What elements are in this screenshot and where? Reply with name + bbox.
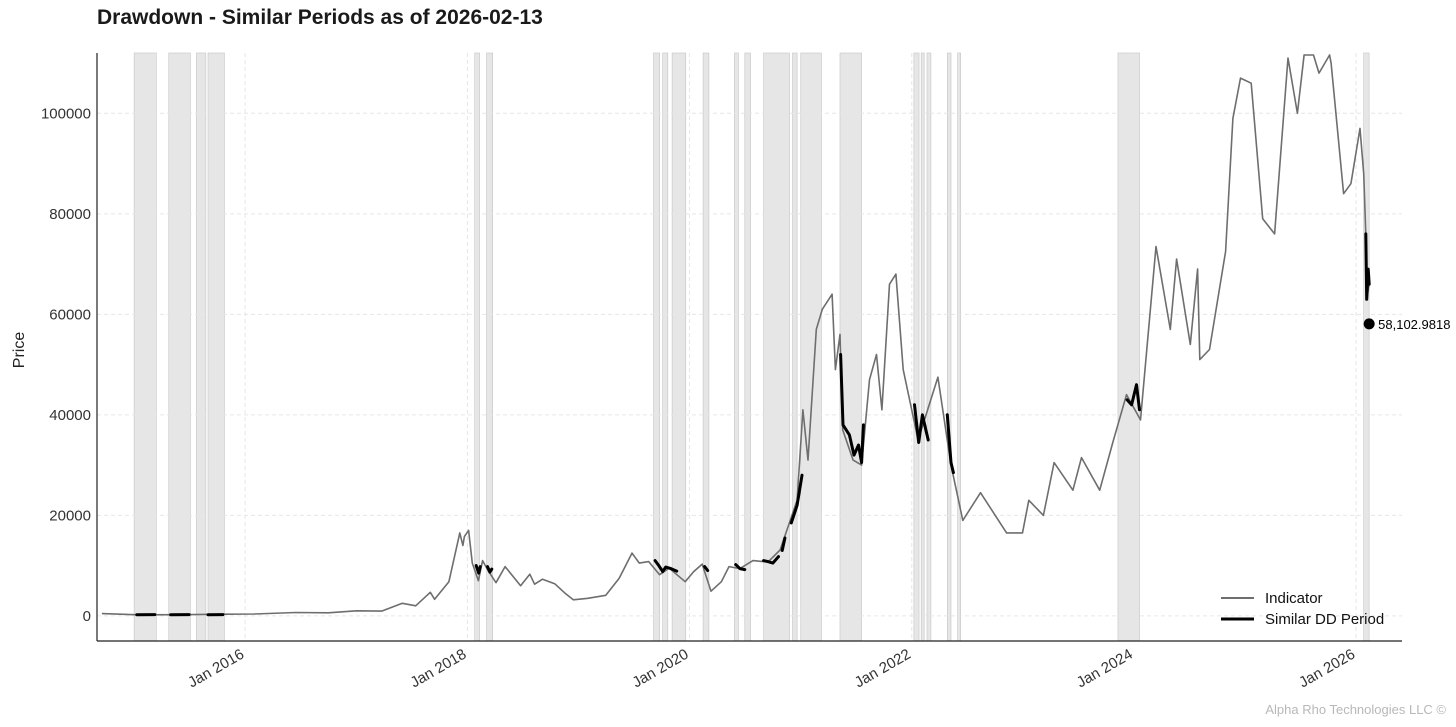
shaded-period xyxy=(1363,52,1370,642)
similar-dd-segment xyxy=(780,536,787,552)
y-axis-label: Price xyxy=(11,332,28,369)
similar-dd-segment xyxy=(703,565,710,573)
x-tick-label: Jan 2024 xyxy=(1074,646,1136,692)
similar-dd-series xyxy=(135,232,1371,617)
y-tick-label: 0 xyxy=(83,608,91,625)
shaded-period xyxy=(486,52,493,642)
shaded-period xyxy=(926,52,932,642)
shaded-period xyxy=(1117,52,1140,642)
credit-text: Alpha Rho Technologies LLC © xyxy=(1265,702,1446,717)
y-ticks: 0 20000 40000 60000 80000 100000 xyxy=(41,105,91,625)
shaded-periods xyxy=(133,52,1370,642)
shaded-period xyxy=(207,52,225,642)
similar-dd-segment xyxy=(1125,383,1141,412)
similar-dd-segment xyxy=(653,559,679,574)
grid xyxy=(97,53,1402,641)
chart-title: Drawdown - Similar Periods as of 2026-02… xyxy=(97,6,543,29)
y-tick-label: 100000 xyxy=(41,105,91,122)
x-tick-label: Jan 2022 xyxy=(852,646,914,692)
similar-dd-segment xyxy=(789,473,804,525)
x-tick-label: Jan 2018 xyxy=(407,646,469,692)
y-tick-label: 40000 xyxy=(49,407,91,424)
shaded-period xyxy=(792,52,798,642)
x-tick-label: Jan 2020 xyxy=(629,646,691,692)
legend-similar-label: Similar DD Period xyxy=(1265,611,1384,628)
x-tick-label: Jan 2016 xyxy=(185,646,247,692)
shaded-period xyxy=(800,52,822,642)
y-tick-label: 60000 xyxy=(49,306,91,323)
shaded-period xyxy=(671,52,687,642)
last-value-dot xyxy=(1363,318,1375,330)
last-value-marker: 58,102.9818 xyxy=(1363,317,1450,332)
shaded-period xyxy=(957,52,961,642)
similar-dd-segment xyxy=(1364,232,1371,301)
shaded-period xyxy=(744,52,751,642)
x-tick-label: Jan 2026 xyxy=(1296,646,1358,692)
shaded-period xyxy=(734,52,739,642)
y-tick-label: 20000 xyxy=(49,507,91,524)
similar-dd-segment xyxy=(734,563,747,572)
legend-indicator-label: Indicator xyxy=(1265,590,1323,607)
shaded-period xyxy=(662,52,669,642)
shaded-period xyxy=(702,52,710,642)
shaded-period xyxy=(839,52,862,642)
axes xyxy=(96,53,1402,642)
shaded-period xyxy=(653,52,660,642)
indicator-line xyxy=(101,54,1370,616)
similar-dd-segment xyxy=(474,564,482,575)
shaded-period xyxy=(196,52,207,642)
shaded-period xyxy=(947,52,952,642)
shaded-period xyxy=(133,52,157,642)
similar-dd-segment xyxy=(486,565,494,574)
last-value-label: 58,102.9818 xyxy=(1378,317,1450,332)
shaded-period xyxy=(168,52,191,642)
similar-dd-segment xyxy=(913,403,930,444)
y-tick-label: 80000 xyxy=(49,206,91,223)
similar-dd-segment xyxy=(945,413,955,475)
shaded-period xyxy=(913,52,920,642)
indicator-series xyxy=(101,54,1370,616)
shaded-period xyxy=(474,52,480,642)
legend: Indicator Similar DD Period xyxy=(1221,590,1384,628)
similar-dd-segment xyxy=(762,555,780,565)
x-ticks: Jan 2016 Jan 2018 Jan 2020 Jan 2022 Jan 2024… xyxy=(185,646,1358,692)
similar-dd-segment xyxy=(839,353,865,465)
shaded-period xyxy=(920,52,925,642)
